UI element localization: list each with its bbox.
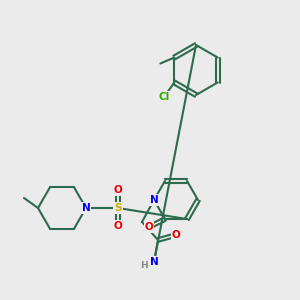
Text: N: N [150,257,158,267]
Text: N: N [82,203,90,213]
Text: O: O [172,230,180,240]
Text: S: S [114,203,122,213]
Text: O: O [114,185,122,195]
Text: O: O [145,222,153,232]
Text: H: H [140,260,148,269]
Text: N: N [150,195,158,205]
Text: Cl: Cl [159,92,170,101]
Text: O: O [114,221,122,231]
